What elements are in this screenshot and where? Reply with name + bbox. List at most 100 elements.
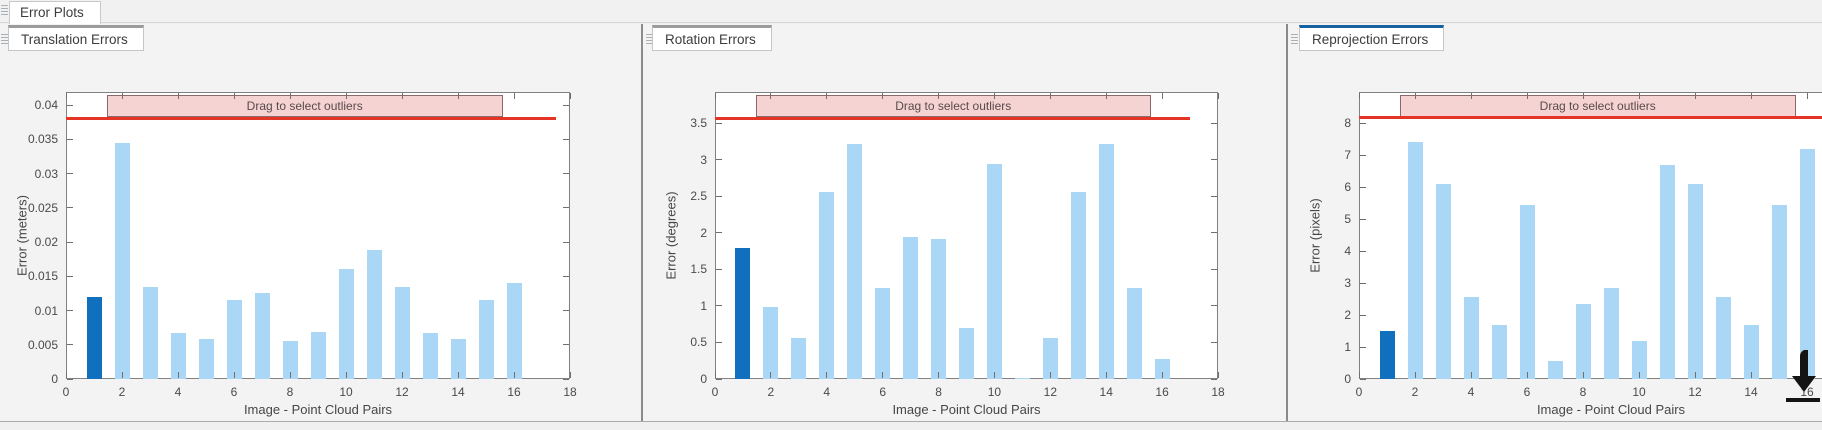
tab-rotation-errors[interactable]: Rotation Errors	[652, 25, 772, 51]
error-bar[interactable]	[735, 247, 751, 379]
error-bar[interactable]	[142, 286, 158, 379]
drag-select-banner[interactable]: Drag to select outliers	[1399, 95, 1796, 117]
error-bar[interactable]	[1519, 204, 1535, 379]
error-bar[interactable]	[1042, 338, 1058, 379]
error-bar[interactable]	[1743, 324, 1759, 379]
y-tick	[716, 159, 722, 161]
error-bar[interactable]	[1070, 192, 1086, 379]
y-tick-right	[563, 207, 569, 209]
error-bar[interactable]	[366, 249, 382, 379]
y-tick	[67, 378, 73, 380]
drag-grip-icon[interactable]	[1, 5, 8, 15]
error-bar[interactable]	[1547, 361, 1563, 379]
y-tick	[1360, 250, 1366, 252]
error-bar[interactable]	[1491, 324, 1507, 379]
error-bar[interactable]	[1014, 377, 1030, 379]
error-bar[interactable]	[1631, 340, 1647, 379]
y-tick	[1360, 314, 1366, 316]
x-tick	[1582, 372, 1584, 378]
x-tick-top	[1750, 93, 1752, 99]
x-tick	[714, 372, 716, 378]
x-tick-top	[826, 93, 828, 99]
x-tick	[1049, 372, 1051, 378]
x-tick	[1161, 372, 1163, 378]
drag-grip-icon[interactable]	[1291, 34, 1298, 44]
error-bar[interactable]	[1098, 143, 1114, 379]
error-bar[interactable]	[1126, 287, 1142, 379]
y-tick-label: 2	[700, 225, 707, 240]
x-tick	[1358, 372, 1360, 378]
error-bar[interactable]	[506, 283, 522, 379]
error-bar[interactable]	[170, 333, 186, 379]
x-tick-label: 4	[1467, 385, 1475, 399]
x-tick-label: 6	[230, 385, 238, 399]
x-tick	[345, 372, 347, 378]
tab-error-plots[interactable]: Error Plots	[9, 1, 101, 24]
error-bar[interactable]	[226, 299, 242, 379]
error-bar[interactable]	[1687, 183, 1703, 379]
panel-translation-errors: Translation Errors 0 0.005 0.01 0.015 0.02 0.…	[0, 24, 641, 421]
error-bar[interactable]	[1603, 287, 1619, 379]
error-bar[interactable]	[338, 269, 354, 379]
error-bar[interactable]	[1435, 183, 1451, 379]
error-bar[interactable]	[254, 292, 270, 379]
drag-select-banner[interactable]: Drag to select outliers	[106, 95, 503, 117]
error-bar[interactable]	[847, 143, 863, 379]
error-bar[interactable]	[875, 287, 891, 379]
drag-select-banner[interactable]: Drag to select outliers	[755, 95, 1151, 117]
bottom-divider	[0, 421, 1822, 430]
y-tick-label: 3	[700, 152, 707, 167]
error-bar[interactable]	[959, 327, 974, 379]
error-bar[interactable]	[763, 307, 779, 379]
error-bar[interactable]	[282, 340, 298, 379]
x-tick	[1105, 372, 1107, 378]
y-tick	[716, 122, 722, 124]
error-bar[interactable]	[1463, 297, 1479, 379]
error-bar[interactable]	[791, 338, 807, 379]
x-tick-top	[1526, 93, 1528, 99]
error-bar[interactable]	[1407, 142, 1423, 379]
error-bar[interactable]	[478, 299, 494, 379]
y-tick-right	[1211, 159, 1217, 161]
tab-translation-errors[interactable]: Translation Errors	[8, 25, 144, 51]
error-bar[interactable]	[86, 296, 102, 379]
y-tick-right	[1211, 305, 1217, 307]
x-tick-top	[882, 93, 884, 99]
rotation-errors-chart: 0 0.5 1 1.5 2 2.5 3 3.5 Drag to select outliers 0…	[643, 24, 1286, 421]
x-tick-label: 14	[451, 385, 465, 399]
y-tick-right	[1211, 378, 1217, 380]
x-axis-label: Image - Point Cloud Pairs	[1536, 402, 1686, 417]
drag-grip-icon[interactable]	[646, 34, 653, 44]
y-tick-label: 4	[1344, 244, 1351, 259]
tab-reprojection-errors[interactable]: Reprojection Errors	[1299, 25, 1445, 51]
error-bar[interactable]	[1715, 297, 1731, 379]
error-bar[interactable]	[1771, 204, 1787, 379]
x-tick-top	[1694, 93, 1696, 99]
x-tick-top	[1358, 93, 1360, 99]
x-tick	[1470, 372, 1472, 378]
download-arrow-icon[interactable]	[1784, 346, 1822, 408]
y-tick-label: 0.5	[690, 335, 707, 350]
error-bar[interactable]	[1799, 148, 1815, 379]
error-bar[interactable]	[1659, 164, 1675, 379]
y-tick	[67, 241, 73, 243]
error-bar[interactable]	[198, 339, 214, 379]
y-tick-label: 0.015	[27, 269, 58, 284]
x-tick-label: 0	[1355, 385, 1363, 399]
error-bar[interactable]	[1379, 331, 1395, 379]
error-bar[interactable]	[819, 192, 835, 379]
error-bar[interactable]	[1154, 359, 1170, 379]
drag-grip-icon[interactable]	[1, 34, 8, 44]
error-bar[interactable]	[986, 163, 1002, 379]
error-bar[interactable]	[450, 339, 466, 379]
y-tick	[67, 173, 73, 174]
error-bar[interactable]	[903, 236, 919, 379]
error-bar[interactable]	[1575, 303, 1591, 379]
error-bar[interactable]	[310, 332, 326, 379]
y-tick-label: 7	[1344, 148, 1351, 163]
error-bar[interactable]	[114, 142, 130, 379]
error-bar[interactable]	[422, 333, 438, 379]
error-bar[interactable]	[931, 238, 947, 379]
error-bar[interactable]	[394, 286, 410, 379]
y-axis-label: Error (meters)	[14, 194, 30, 276]
